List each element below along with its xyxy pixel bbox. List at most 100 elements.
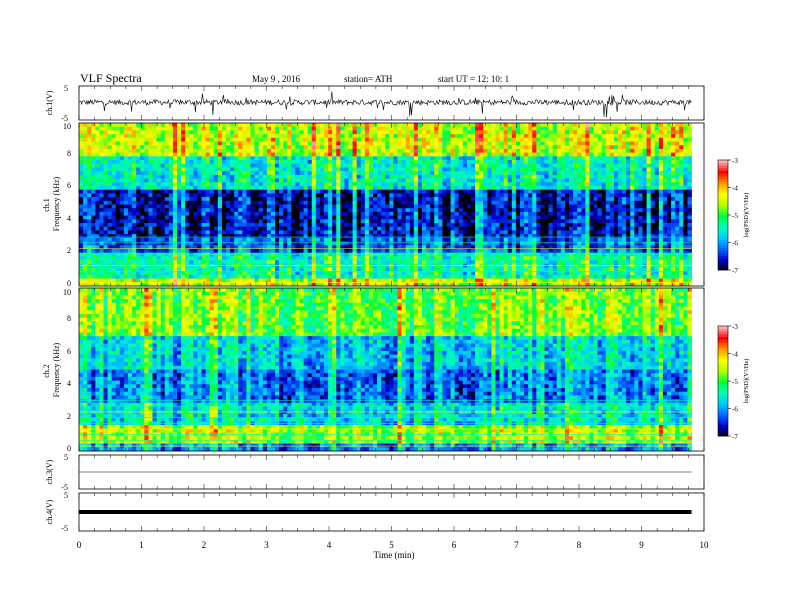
spectrogram-cell: [266, 215, 272, 220]
spectrogram-cell: [140, 208, 145, 213]
spectrogram-cell: [609, 193, 615, 198]
spectrogram-cell: [483, 148, 488, 154]
spectrogram-cell: [360, 171, 366, 176]
spectrogram-cell: [450, 219, 456, 224]
spectrogram-cell: [356, 234, 362, 239]
spectrogram-cell: [132, 141, 137, 146]
spectrogram-cell: [340, 137, 345, 142]
spectrogram-cell: [250, 197, 255, 202]
spectrogram-cell: [487, 152, 492, 157]
spectrogram-cell: [430, 185, 435, 191]
spectrogram-cell: [136, 182, 141, 187]
spectrogram-cell: [201, 226, 206, 231]
spectrogram-cell: [381, 174, 386, 179]
spectrogram-cell: [458, 123, 464, 128]
spectrogram-cell: [466, 137, 472, 142]
spectrogram-cell: [144, 189, 149, 194]
spectrogram-cell: [671, 145, 676, 150]
spectrogram-cell: [291, 230, 296, 235]
spectrogram-cell: [287, 148, 292, 154]
spectrogram-cell: [291, 178, 296, 183]
spectrogram-cell: [650, 193, 656, 198]
spectrogram-cell: [511, 167, 517, 172]
spectrogram-cell: [503, 174, 509, 179]
spectrogram-cell: [511, 189, 517, 194]
spectrogram-cell: [454, 219, 460, 224]
spectrogram-cell: [119, 197, 125, 202]
spectrogram-cell: [654, 197, 660, 202]
spectrogram-cell: [487, 156, 492, 161]
spectrogram-cell: [577, 219, 582, 224]
spectrogram-cell: [303, 189, 309, 194]
spectrogram-cell: [132, 126, 137, 131]
spectrogram-cell: [87, 200, 92, 205]
spectrogram-cell: [601, 211, 607, 217]
spectrogram-cell: [654, 148, 660, 154]
spectrogram-cell: [536, 215, 541, 220]
spectrogram-cell: [193, 137, 198, 142]
spectrogram-cell: [528, 185, 533, 191]
spectrogram-cell: [299, 219, 304, 224]
spectrogram-cell: [254, 241, 260, 246]
spectrogram-cell: [83, 185, 88, 191]
spectrogram-cell: [319, 145, 325, 150]
spectrogram-cell: [503, 219, 509, 224]
spectrogram-cell: [164, 145, 170, 150]
spectrogram-cell: [524, 215, 529, 220]
spectrogram-cell: [152, 130, 157, 135]
spectrogram-cell: [258, 208, 264, 213]
spectrogram-cell: [91, 174, 96, 179]
spectrogram-cell: [458, 223, 464, 228]
spectrogram-cell: [524, 145, 529, 150]
spectrogram-cell: [426, 178, 431, 183]
spectrogram-cell: [442, 171, 447, 176]
spectrogram-cell: [164, 237, 170, 242]
spectrogram-cell: [401, 237, 407, 242]
spectrogram-cell: [426, 230, 431, 235]
spectrogram-cell: [79, 204, 84, 209]
spectrogram-cell: [507, 130, 513, 135]
spectrogram-cell: [132, 134, 137, 139]
spectrogram-cell: [230, 223, 235, 228]
spectrogram-cell: [475, 226, 480, 231]
spectrogram-cell: [287, 182, 292, 187]
spectrogram-cell: [217, 200, 223, 205]
spectrogram-cell: [275, 211, 280, 217]
spectrogram-cell: [475, 130, 480, 135]
spectrogram-cell: [564, 189, 570, 194]
spectrogram-cell: [581, 226, 586, 231]
spectrogram-cell: [687, 237, 692, 242]
spectrogram-cell: [662, 123, 668, 128]
spectrogram-cell: [548, 167, 554, 172]
spectrogram-cell: [454, 178, 460, 183]
spectrogram-cell: [626, 215, 631, 220]
spectrogram-cell: [377, 126, 382, 131]
spectrogram-cell: [328, 167, 333, 172]
spectrogram-cell: [503, 145, 509, 150]
spectrogram-cell: [564, 215, 570, 220]
spectrogram-cell: [605, 126, 611, 131]
spectrogram-cell: [605, 167, 611, 172]
spectrogram-cell: [250, 134, 255, 139]
spectrogram-cell: [581, 152, 586, 157]
spectrogram-cell: [544, 156, 549, 161]
spectrogram-cell: [426, 130, 431, 135]
spectrogram-cell: [234, 126, 239, 131]
spectrogram-cell: [573, 145, 578, 150]
spectrogram-cell: [462, 182, 468, 187]
spectrogram-cell: [511, 226, 517, 231]
spectrogram-cell: [258, 126, 264, 131]
spectrogram-cell: [430, 156, 435, 161]
spectrogram-cell: [581, 178, 586, 183]
spectrogram-cell: [675, 237, 680, 242]
spectrogram-cell: [368, 185, 374, 191]
spectrogram-cell: [254, 189, 260, 194]
spectrogram-cell: [446, 223, 451, 228]
spectrogram-cell: [475, 237, 480, 242]
spectrogram-cell: [646, 193, 652, 198]
spectrogram-cell: [442, 167, 447, 172]
spectrogram-cell: [352, 160, 358, 165]
spectrogram-cell: [144, 204, 149, 209]
spectrogram-cell: [307, 137, 313, 142]
spectrogram-cell: [397, 141, 402, 146]
